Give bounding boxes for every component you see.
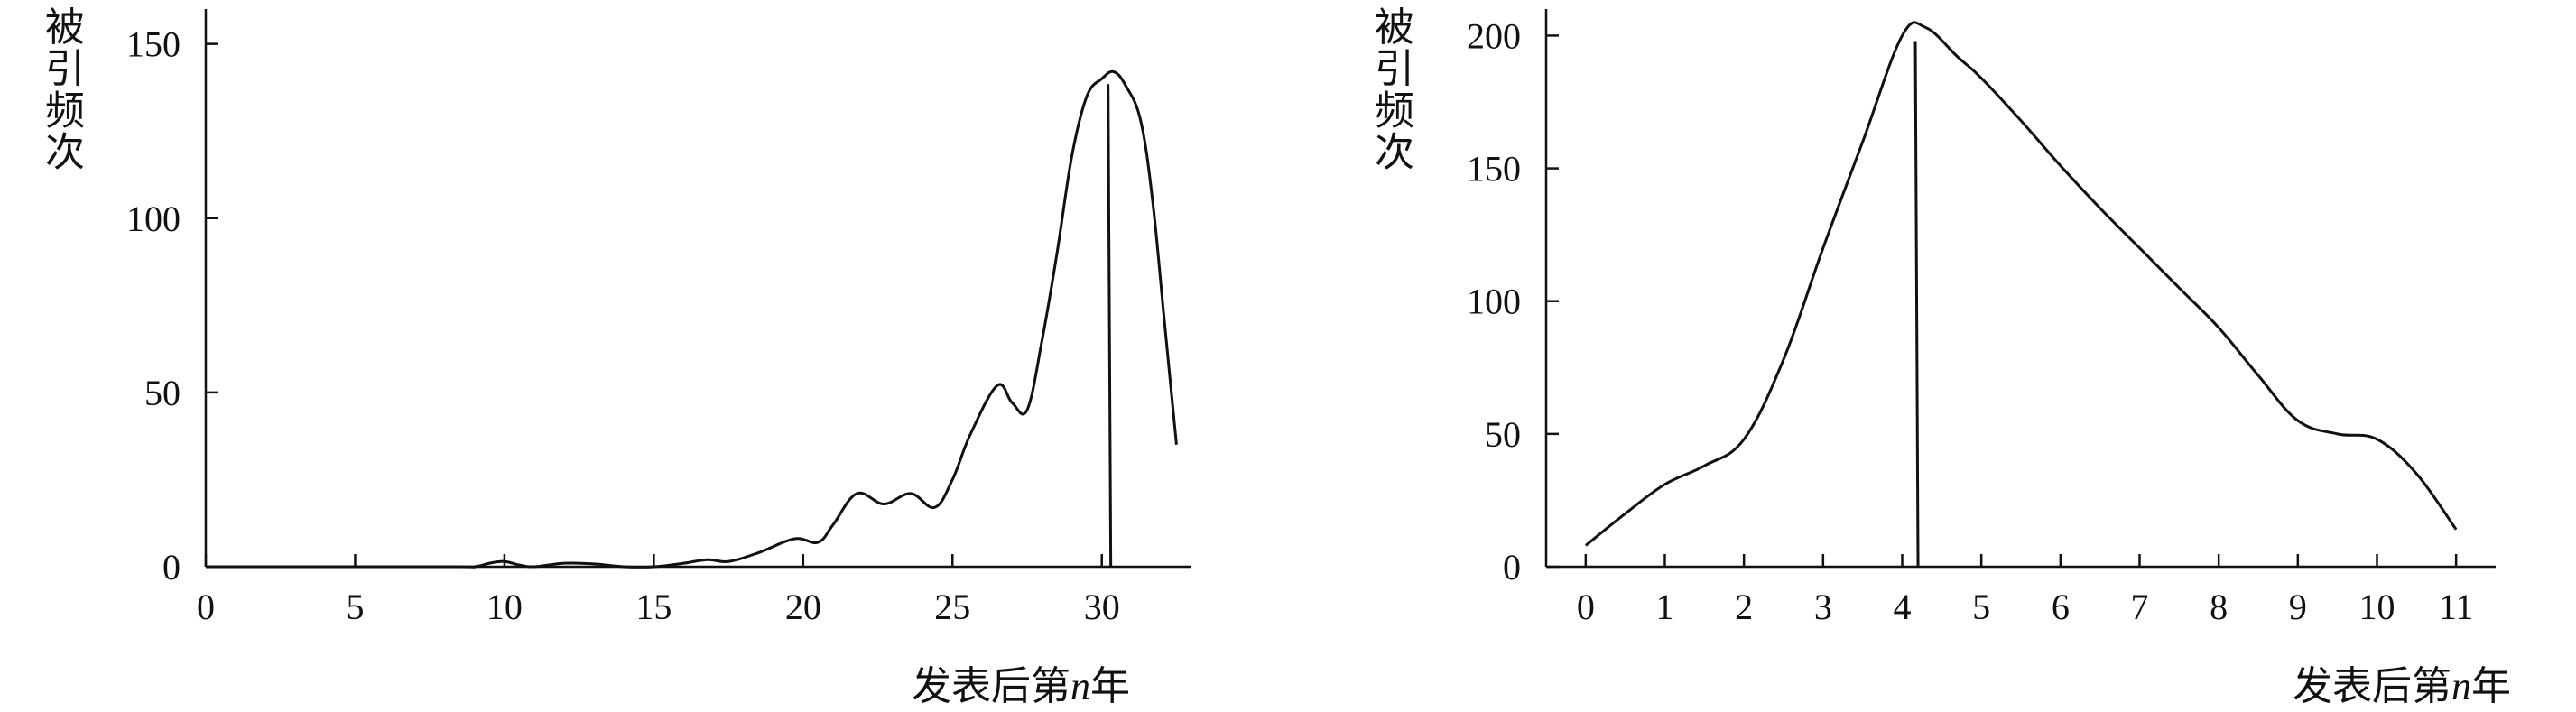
y-tick-label: 0 bbox=[1503, 547, 1521, 587]
y-tick-label: 150 bbox=[126, 24, 181, 65]
x-tick-label: 11 bbox=[2439, 587, 2474, 627]
y-tick-label: 100 bbox=[1467, 282, 1521, 322]
x-tick-label: 8 bbox=[2210, 587, 2228, 627]
x-tick-label: 6 bbox=[2052, 587, 2070, 627]
x-tick-label: 1 bbox=[1656, 587, 1674, 627]
y-axis-label: 被引频次 bbox=[1375, 5, 1414, 176]
x-tick-label: 9 bbox=[2289, 587, 2307, 627]
x-axis-label: 发表后第n年 bbox=[912, 663, 1130, 709]
x-tick-label: 25 bbox=[934, 587, 970, 627]
peak-marker-line bbox=[1913, 41, 1920, 568]
x-tick-label: 3 bbox=[1814, 587, 1832, 627]
x-tick-label: 15 bbox=[635, 587, 672, 627]
x-tick-label: 7 bbox=[2131, 587, 2149, 627]
series-line bbox=[1584, 21, 2458, 547]
x-tick-label: 4 bbox=[1894, 587, 1912, 627]
x-tick-label: 10 bbox=[486, 587, 523, 627]
y-tick-label: 150 bbox=[1467, 149, 1521, 190]
y-axis-label: 被引频次 bbox=[45, 5, 85, 176]
x-tick-label: 2 bbox=[1735, 587, 1753, 627]
x-tick-label: 0 bbox=[1577, 587, 1595, 627]
y-tick-label: 50 bbox=[1485, 414, 1521, 455]
chart-left: 被引频次 发表后第n年 0 50 100 150 0 5 10 15 20 25 30 bbox=[45, 5, 1191, 709]
chart-right: 被引频次 发表后第n年 0 50 100 150 200 0 1 2 3 4 5 6 7 8 9 10 11 bbox=[1375, 5, 2511, 709]
x-tick-label: 10 bbox=[2359, 587, 2395, 627]
x-tick-label: 0 bbox=[197, 587, 215, 627]
series-line bbox=[206, 69, 1178, 569]
x-tick-label: 5 bbox=[346, 587, 364, 627]
y-tick-label: 200 bbox=[1467, 15, 1521, 56]
x-axis-label: 发表后第n年 bbox=[2293, 663, 2511, 709]
x-tick-label: 20 bbox=[785, 587, 821, 627]
y-tick-label: 50 bbox=[144, 373, 181, 413]
x-tick-label: 30 bbox=[1084, 587, 1120, 627]
x-tick-label: 5 bbox=[1972, 587, 1990, 627]
peak-marker-line bbox=[1107, 84, 1113, 568]
y-tick-label: 0 bbox=[162, 547, 181, 587]
y-tick-label: 100 bbox=[126, 199, 181, 239]
